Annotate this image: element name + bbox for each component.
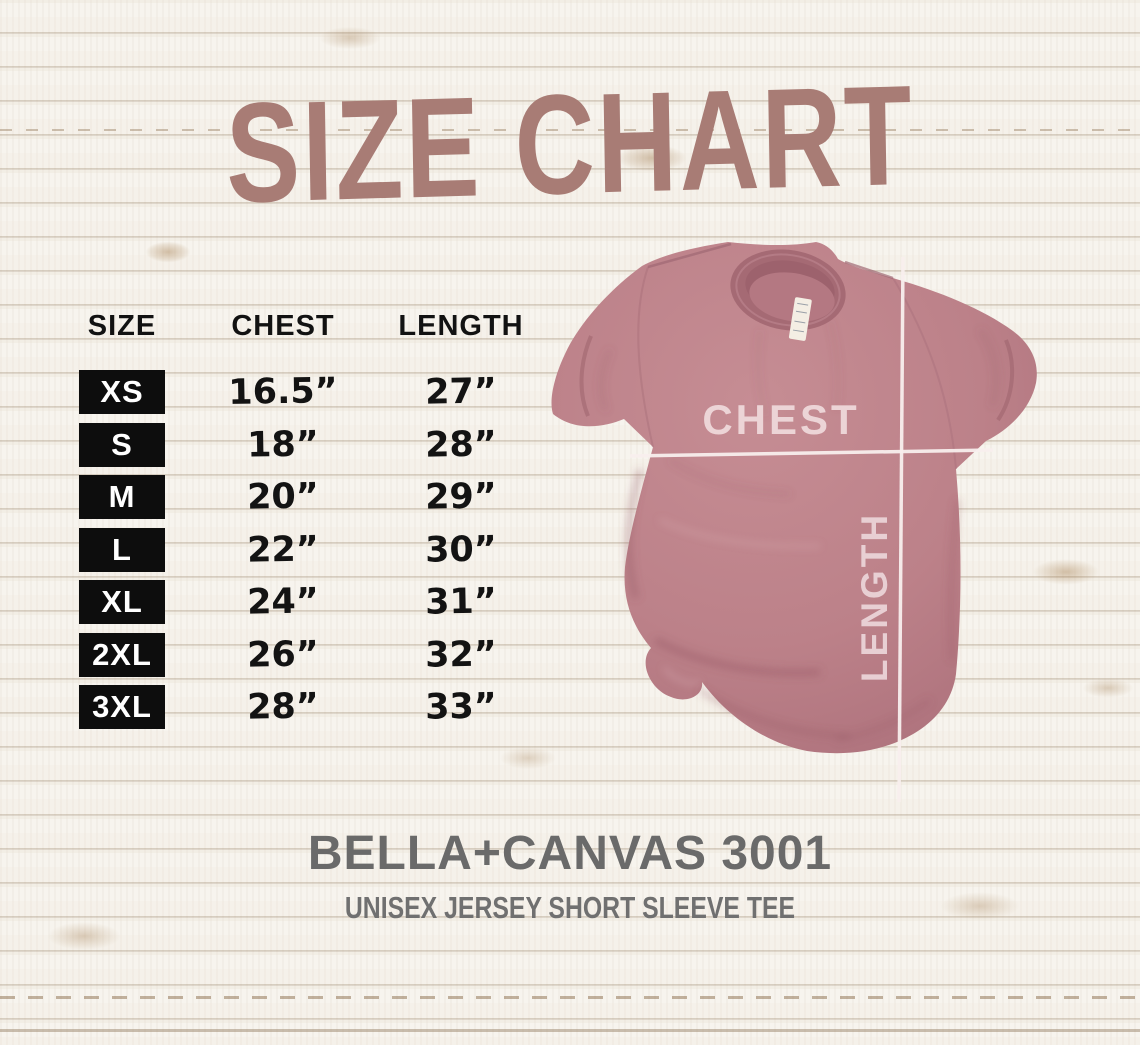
- length-value: 32”: [424, 634, 498, 676]
- table-row: L 22” 30”: [60, 524, 540, 577]
- tshirt-body: [551, 242, 1037, 754]
- col-header-chest: CHEST: [231, 310, 335, 342]
- chest-value: 26”: [246, 634, 320, 676]
- chest-value: 24”: [246, 581, 320, 623]
- size-badge: XS: [79, 370, 165, 415]
- size-badge: L: [79, 527, 165, 572]
- size-badge: 3XL: [79, 685, 165, 730]
- fabric-folds: [599, 319, 998, 742]
- size-badge: 2XL: [79, 632, 165, 677]
- right-cuff-fold: [996, 339, 1015, 422]
- product-subtitle: UNISEX JERSEY SHORT SLEEVE TEE: [344, 890, 796, 925]
- size-badge: XL: [79, 580, 165, 625]
- length-value: 31”: [424, 581, 498, 623]
- length-value: 33”: [424, 686, 498, 728]
- collar: [730, 249, 846, 331]
- table-row: 2XL 26” 32”: [60, 629, 540, 682]
- table-row: XL 24” 31”: [60, 576, 540, 629]
- table-row: S 18” 28”: [60, 419, 540, 472]
- table-row: 3XL 28” 33”: [60, 681, 540, 734]
- table-row: M 20” 29”: [60, 471, 540, 524]
- left-cuff-fold: [579, 335, 593, 417]
- length-value: 27”: [424, 371, 498, 413]
- chest-measure-label: CHEST: [702, 396, 859, 443]
- chest-value: 28”: [246, 686, 320, 728]
- col-header-size: SIZE: [87, 310, 157, 342]
- size-table-rows: XS 16.5” 27” S 18” 28” M 20” 29” L 22” 3…: [60, 366, 540, 734]
- size-badge: M: [79, 475, 165, 520]
- length-value: 28”: [424, 424, 498, 466]
- chest-value: 20”: [246, 476, 320, 518]
- neck-tag: [788, 297, 812, 341]
- size-table: SIZE CHEST LENGTH XS 16.5” 27” S 18” 28”…: [60, 308, 540, 734]
- col-header-length: LENGTH: [398, 310, 524, 342]
- page-title: SIZE CHART: [224, 55, 916, 234]
- length-value: 29”: [424, 476, 498, 518]
- chest-value: 16.5”: [227, 371, 339, 414]
- chest-value: 22”: [246, 529, 320, 571]
- product-name: BELLA+CANVAS 3001: [307, 827, 833, 880]
- chest-measure-line: [629, 448, 994, 458]
- size-table-header: SIZE CHEST LENGTH: [60, 308, 540, 344]
- length-measure-label: LENGTH: [854, 512, 895, 682]
- tshirt-photo: CHEST LENGTH: [551, 242, 1037, 803]
- fabric-highlights: [659, 518, 821, 685]
- length-measure-line: [897, 256, 905, 803]
- table-row: XS 16.5” 27”: [60, 366, 540, 419]
- size-badge: S: [79, 422, 165, 467]
- seams: [637, 242, 957, 470]
- length-value: 30”: [424, 529, 498, 571]
- chest-value: 18”: [246, 424, 320, 466]
